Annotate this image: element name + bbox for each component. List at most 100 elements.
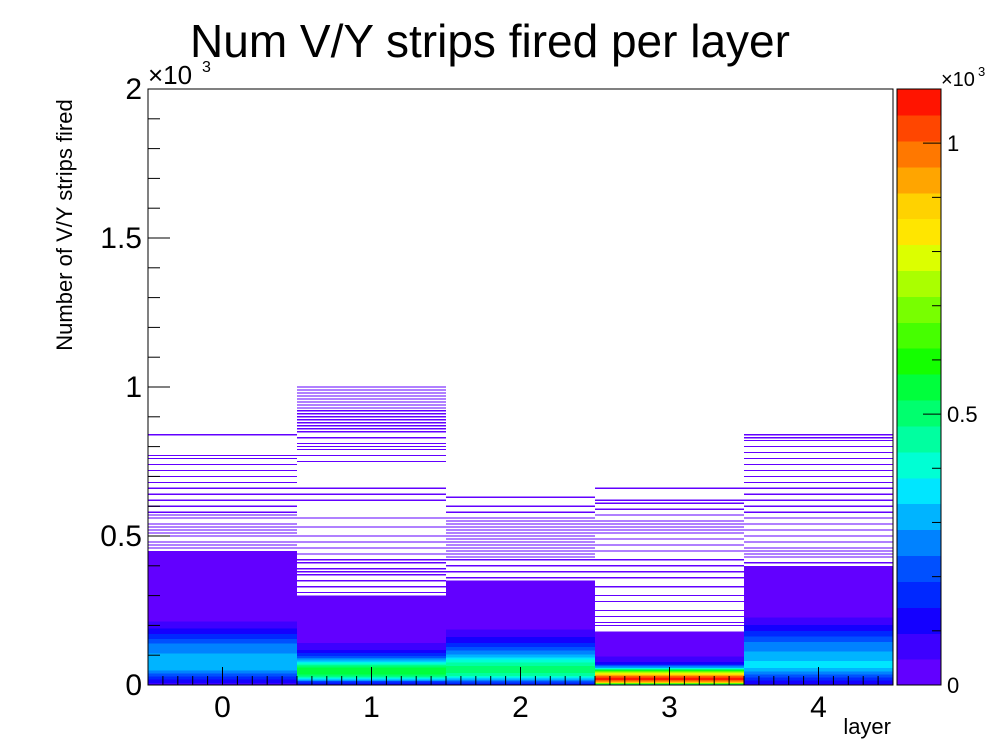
y-tick-label: 0.5	[100, 520, 142, 553]
heatmap-cell	[297, 615, 446, 617]
heatmap-cell	[297, 624, 446, 626]
heatmap-cell	[148, 608, 297, 610]
heatmap-cell	[297, 605, 446, 607]
heatmap-cell	[446, 630, 595, 632]
heatmap-cell	[744, 628, 893, 630]
heatmap-cell	[297, 401, 446, 403]
heatmap-cell	[297, 640, 446, 642]
heatmap-cell	[148, 651, 297, 653]
heatmap-cell	[148, 605, 297, 607]
heatmap-cell	[148, 566, 297, 568]
heatmap-cell	[297, 617, 446, 619]
heatmap-cell	[297, 633, 446, 635]
heatmap-cell	[148, 643, 297, 645]
heatmap-cell	[744, 577, 893, 579]
heatmap-cell	[297, 602, 446, 604]
heatmap-cell	[446, 621, 595, 623]
heatmap-cell	[446, 592, 595, 593]
heatmap-cell	[148, 535, 297, 537]
heatmap-cell	[446, 580, 595, 582]
heatmap-cell	[744, 665, 893, 667]
heatmap-cell	[148, 475, 297, 478]
heatmap-cell	[297, 659, 446, 661]
heatmap-cell	[595, 633, 744, 635]
colorbar-segment	[897, 581, 941, 608]
heatmap-cell	[148, 588, 297, 590]
heatmap-cell	[148, 457, 297, 460]
heatmap-cell	[148, 595, 297, 597]
heatmap-cell	[297, 592, 446, 594]
heatmap-cell	[148, 598, 297, 600]
heatmap-cell	[446, 642, 595, 643]
heatmap-cell	[744, 601, 893, 603]
heatmap-cell	[595, 650, 744, 652]
heatmap-cell	[297, 603, 446, 605]
heatmap-cell	[744, 646, 893, 648]
heatmap-cell	[297, 649, 446, 651]
layer-1-column	[297, 386, 446, 686]
heatmap-cell	[744, 584, 893, 586]
heatmap-cell	[148, 618, 297, 620]
heatmap-cell	[297, 649, 446, 651]
heatmap-cell	[446, 586, 595, 587]
heatmap-cell	[446, 541, 595, 543]
heatmap-cell	[744, 633, 893, 635]
heatmap-cell	[446, 633, 595, 635]
heatmap-cell	[744, 629, 893, 631]
heatmap-cell	[148, 558, 297, 560]
heatmap-cell	[595, 662, 744, 664]
heatmap-cell	[148, 511, 297, 513]
heatmap-cell	[446, 613, 595, 615]
heatmap-cell	[446, 664, 595, 666]
heatmap-cell	[744, 606, 893, 608]
heatmap-cell	[297, 422, 446, 424]
heatmap-cell	[297, 608, 446, 610]
heatmap-cell	[744, 517, 893, 519]
heatmap-cell	[148, 567, 297, 569]
colorbar-segment	[897, 503, 941, 531]
heatmap-cell	[446, 596, 595, 598]
heatmap-cell	[297, 666, 446, 668]
heatmap-cell	[744, 600, 893, 602]
heatmap-cell	[595, 624, 744, 627]
heatmap-cell	[148, 633, 297, 635]
heatmap-cell	[446, 603, 595, 605]
heatmap-cell	[446, 583, 595, 584]
heatmap-cell	[297, 646, 446, 648]
heatmap-cell	[744, 597, 893, 599]
heatmap-cell	[744, 606, 893, 608]
heatmap-cell	[595, 532, 744, 534]
heatmap-cell	[297, 599, 446, 601]
heatmap-cell	[744, 565, 893, 567]
heatmap-cell	[148, 619, 297, 621]
heatmap-cell	[744, 658, 893, 660]
heatmap-cell	[148, 640, 297, 642]
heatmap-cell	[148, 571, 297, 573]
heatmap-cell	[446, 571, 595, 573]
heatmap-cell	[595, 665, 744, 667]
heatmap-cell	[148, 589, 297, 591]
heatmap-cell	[744, 583, 893, 584]
heatmap-cell	[446, 591, 595, 593]
heatmap-cell	[744, 568, 893, 570]
heatmap-cell	[148, 578, 297, 580]
heatmap-cell	[297, 616, 446, 618]
heatmap-cell	[148, 607, 297, 609]
heatmap-cell	[446, 599, 595, 601]
x-tick-label: 3	[661, 691, 678, 724]
heatmap-cell	[595, 659, 744, 661]
colorbar-segment	[897, 529, 941, 557]
heatmap-cell	[446, 623, 595, 625]
heatmap-cell	[446, 619, 595, 621]
heatmap-cell	[744, 643, 893, 645]
heatmap-cell	[148, 553, 297, 555]
heatmap-cell	[297, 596, 446, 598]
heatmap-cell	[297, 598, 446, 600]
heatmap-cell	[297, 517, 446, 519]
heatmap-cell	[744, 550, 893, 552]
heatmap-cell	[595, 658, 744, 660]
heatmap-cell	[744, 664, 893, 666]
heatmap-cell	[744, 596, 893, 598]
heatmap-cell	[148, 463, 297, 466]
heatmap-cell	[595, 637, 744, 639]
